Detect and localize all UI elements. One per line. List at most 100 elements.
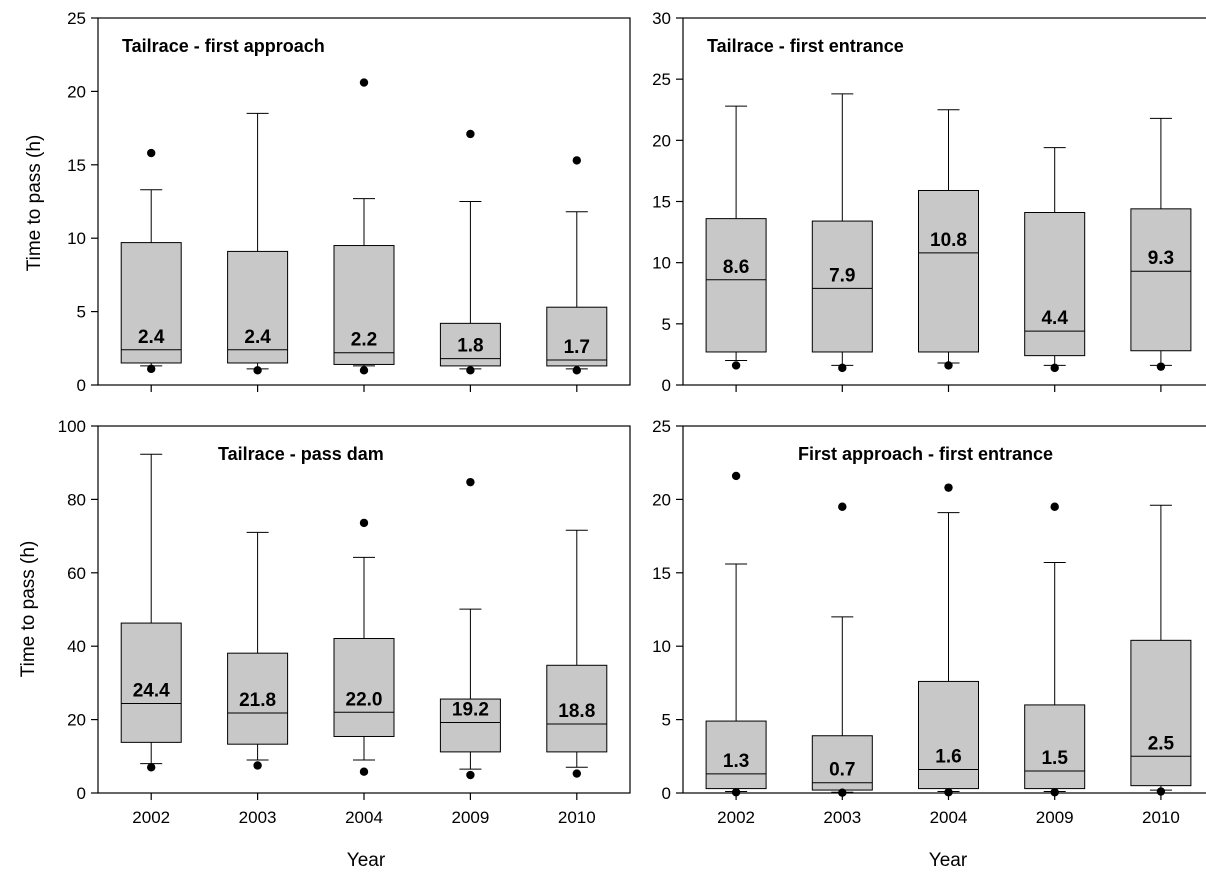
y-tick-label: 20 [67,711,86,730]
x-tick-label: 2010 [1142,808,1180,827]
y-tick-label: 60 [67,564,86,583]
x-tick-label: 2009 [451,808,489,827]
x-axis-title-right: Year [929,850,968,871]
median-label: 1.7 [564,337,590,358]
y-tick-label: 25 [652,417,671,436]
outlier-point [1156,787,1166,796]
outlier-point [838,502,847,511]
y-tick-label: 0 [77,376,86,395]
outlier-point [944,788,953,797]
box [811,735,873,791]
y-tick-label: 10 [652,254,671,273]
box [811,220,873,353]
median-label: 4.4 [1041,308,1068,329]
outlier-point [944,483,953,492]
median-label: 22.0 [346,689,383,710]
outlier-point [466,129,475,139]
median-label: 19.2 [452,700,489,721]
y-tick-label: 20 [67,82,86,101]
median-label: 0.7 [829,760,855,781]
y-tick-label: 0 [662,784,671,803]
outlier-point [147,148,156,158]
outlier-point [466,366,475,375]
box [546,306,608,367]
outlier-point [1050,502,1059,511]
box [1024,704,1086,790]
y-axis-title-bottom: Time to pass (h) [18,541,39,678]
outlier-point [466,770,475,780]
panel-title: Tailrace - pass dam [218,444,384,464]
median-label: 21.8 [239,690,276,711]
median-label: 1.5 [1041,748,1068,769]
x-tick-label: 2004 [930,808,968,827]
median-label: 24.4 [133,680,170,701]
x-tick-label: 2002 [132,808,170,827]
box [1130,208,1192,352]
y-tick-label: 5 [662,711,671,730]
outlier-point [1050,363,1059,373]
x-axis-title-left: Year [347,850,386,871]
median-label: 7.9 [829,265,855,286]
x-tick-label: 2002 [717,808,755,827]
outlier-point [1050,788,1059,797]
outlier-point [731,361,741,370]
y-tick-label: 0 [662,376,671,395]
box [120,242,182,364]
outlier-point [944,361,953,370]
x-tick-label: 2003 [823,808,861,827]
outlier-point [359,767,369,776]
panel-title: First approach - first entrance [798,444,1053,464]
box [333,245,395,365]
median-label: 1.3 [723,751,749,772]
y-tick-label: 80 [67,490,86,509]
median-label: 2.2 [351,330,377,351]
y-tick-label: 25 [652,70,671,89]
outlier-point [466,477,475,487]
y-tick-label: 10 [67,229,86,248]
median-label: 9.3 [1148,248,1174,269]
box [227,250,289,364]
median-label: 1.8 [457,336,483,357]
outlier-point [359,78,369,87]
y-tick-label: 20 [652,131,671,150]
box [705,218,767,353]
outlier-point [253,366,262,375]
y-tick-label: 15 [652,564,671,583]
x-tick-label: 2010 [558,808,596,827]
outlier-point [1156,362,1166,371]
x-tick-label: 2003 [239,808,277,827]
box [227,652,289,745]
box [1024,212,1086,357]
y-tick-label: 20 [652,490,671,509]
outlier-point [359,518,369,528]
outlier-point [731,788,741,797]
outlier-point [731,471,741,481]
box [439,698,501,753]
median-label: 2.4 [244,327,271,348]
outlier-point [359,366,369,375]
y-tick-label: 0 [77,784,86,803]
median-label: 2.5 [1148,733,1175,754]
median-label: 10.8 [930,230,967,251]
outlier-point [838,788,847,797]
y-tick-label: 25 [67,9,86,28]
median-label: 1.6 [935,747,961,768]
y-tick-label: 15 [652,193,671,212]
y-axis-title-top: Time to pass (h) [24,135,45,272]
outlier-point [572,366,581,375]
x-tick-label: 2009 [1036,808,1074,827]
box [918,189,979,353]
y-tick-label: 5 [662,315,671,334]
y-tick-label: 15 [67,156,86,175]
panel-title: Tailrace - first approach [122,36,325,56]
box [333,637,395,737]
outlier-point [572,769,581,778]
median-label: 2.4 [138,327,165,348]
y-tick-label: 30 [652,9,671,28]
box [918,680,979,790]
outlier-point [572,156,581,165]
outlier-point [838,363,847,373]
outlier-point [147,364,156,374]
